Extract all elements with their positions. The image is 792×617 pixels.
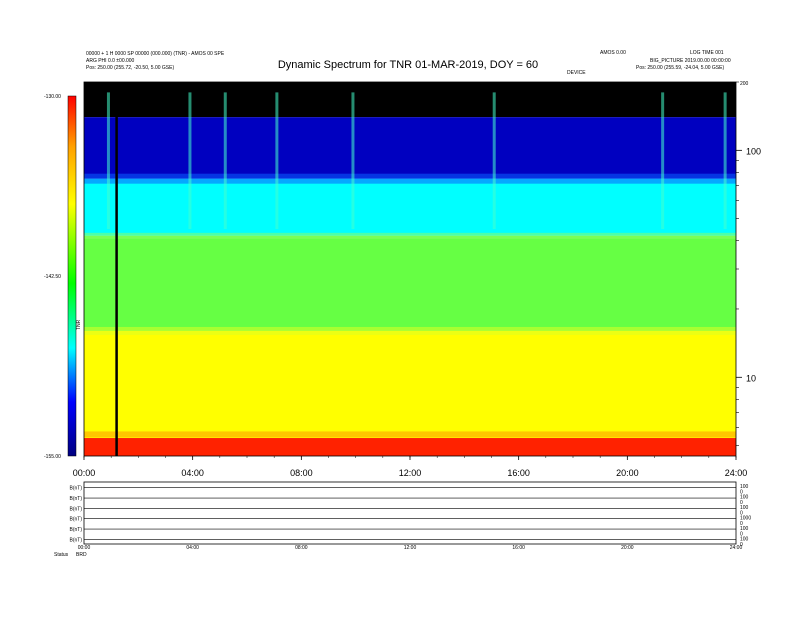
x-tick-label: 24:00 xyxy=(725,468,748,478)
strip-row-label: B(nT) xyxy=(70,486,83,492)
burst-streak-8 xyxy=(723,92,727,230)
burst-streak-3 xyxy=(223,92,227,230)
spectrum-band-3 xyxy=(84,178,736,236)
header-left-line3: Pos: 250.00 (255.72, -20.50, 5.00 GSE) xyxy=(86,65,174,71)
bottom-strip-panel: B(nT)B(nT)B(nT)B(nT)B(nT)B(nT)1000100010… xyxy=(54,481,751,558)
x-tick-label: 04:00 xyxy=(181,468,204,478)
x-tick-label: 20:00 xyxy=(616,468,639,478)
spectrum-band-2 xyxy=(84,117,736,179)
burst-streak-7 xyxy=(661,92,665,230)
x-tick-label: 12:00 xyxy=(399,468,422,478)
strip-row-label: B(nT) xyxy=(70,517,83,523)
burst-streak-1 xyxy=(106,92,110,230)
strip-right-label: 0 xyxy=(740,489,743,495)
spectrum-band-6 xyxy=(84,438,736,456)
colorbar-tick-top: -130.00 xyxy=(44,94,61,100)
strip-frame xyxy=(83,481,737,545)
strip-right-label: 100 xyxy=(740,537,749,543)
y-tick-label: 100 xyxy=(746,146,761,156)
burst-streak-6 xyxy=(492,92,496,230)
colorbar-label: TNR xyxy=(76,319,82,330)
spectrum-band-1 xyxy=(84,82,736,118)
strip-right-label: 0 xyxy=(740,531,743,537)
strip-x-tick-label: 24:00 xyxy=(730,545,743,551)
header-right-line1: AMOS 0.00 xyxy=(600,50,626,56)
x-tick-label: 16:00 xyxy=(507,468,530,478)
spectrogram xyxy=(84,82,736,456)
burst-streak-2 xyxy=(188,92,192,230)
strip-row-label: B(nT) xyxy=(70,527,83,533)
x-tick-label: 08:00 xyxy=(290,468,313,478)
burst-streak-4 xyxy=(275,92,279,230)
band-transition-1 xyxy=(84,173,736,184)
strip-right-label: 1000 xyxy=(740,516,751,522)
strip-right-label: 0 xyxy=(740,510,743,516)
band-transition-4 xyxy=(84,431,736,438)
band-transition-3 xyxy=(84,326,736,335)
colorbar-tick-mid: -142.50 xyxy=(44,274,61,280)
header-right-line4: Pos: 250.00 (255.59, -24.04, 5.00 GSE) xyxy=(636,65,724,71)
strip-x-tick-label: 08:00 xyxy=(295,545,308,551)
header-center-small: DEVICE xyxy=(567,70,586,76)
time-axis: 00:00 04:00 08:00 12:00 16:00 20:00 24:00 xyxy=(73,456,748,478)
strip-right-label: 100 xyxy=(740,526,749,532)
strip-right-label: 0 xyxy=(740,521,743,527)
strip-footer-label: BRD xyxy=(76,552,87,558)
chart-title: Dynamic Spectrum for TNR 01-MAR-2019, DO… xyxy=(278,59,538,71)
strip-x-tick-label: 16:00 xyxy=(512,545,525,551)
strip-x-tick-label: 20:00 xyxy=(621,545,634,551)
strip-row-label: B(nT) xyxy=(70,506,83,512)
strip-right-label: 100 xyxy=(740,484,749,490)
strip-x-tick-label: 12:00 xyxy=(404,545,417,551)
strip-row-label: B(nT) xyxy=(70,496,83,502)
frequency-axis: 10 100 xyxy=(736,81,761,446)
header-left-line1: 00000 + 1 H 0000 SP 00000 (000.000) (TNR… xyxy=(86,51,225,57)
strip-right-label: 0 xyxy=(740,542,743,548)
y-tick-label: 10 xyxy=(746,373,756,383)
strip-x-tick-label: 04:00 xyxy=(186,545,199,551)
strip-right-label: 0 xyxy=(740,500,743,506)
burst-streak-5 xyxy=(351,92,355,230)
header-right-line3: BIG_PICTURE 2019.00.00 00:00:00 xyxy=(650,58,731,64)
spectrum-band-4 xyxy=(84,235,736,331)
x-tick-label: 00:00 xyxy=(73,468,96,478)
header-left-line2: ARG PHI 0.0 ±00.000 xyxy=(86,58,135,64)
strip-x-tick-label: 00:00 xyxy=(78,545,91,551)
strip-right-label: 100 xyxy=(740,505,749,511)
spectrum-band-5 xyxy=(84,330,736,439)
strip-footer-label: Status xyxy=(54,552,69,558)
strip-row-label: B(nT) xyxy=(70,537,83,543)
header-right-line2: LOG TIME 001 xyxy=(690,50,724,56)
colorbar-tick-bottom: -155.00 xyxy=(44,454,61,460)
strip-right-label: 100 xyxy=(740,495,749,501)
colorbar xyxy=(67,95,77,457)
band-transition-2 xyxy=(84,232,736,239)
y-top-label: 200 xyxy=(740,81,749,87)
